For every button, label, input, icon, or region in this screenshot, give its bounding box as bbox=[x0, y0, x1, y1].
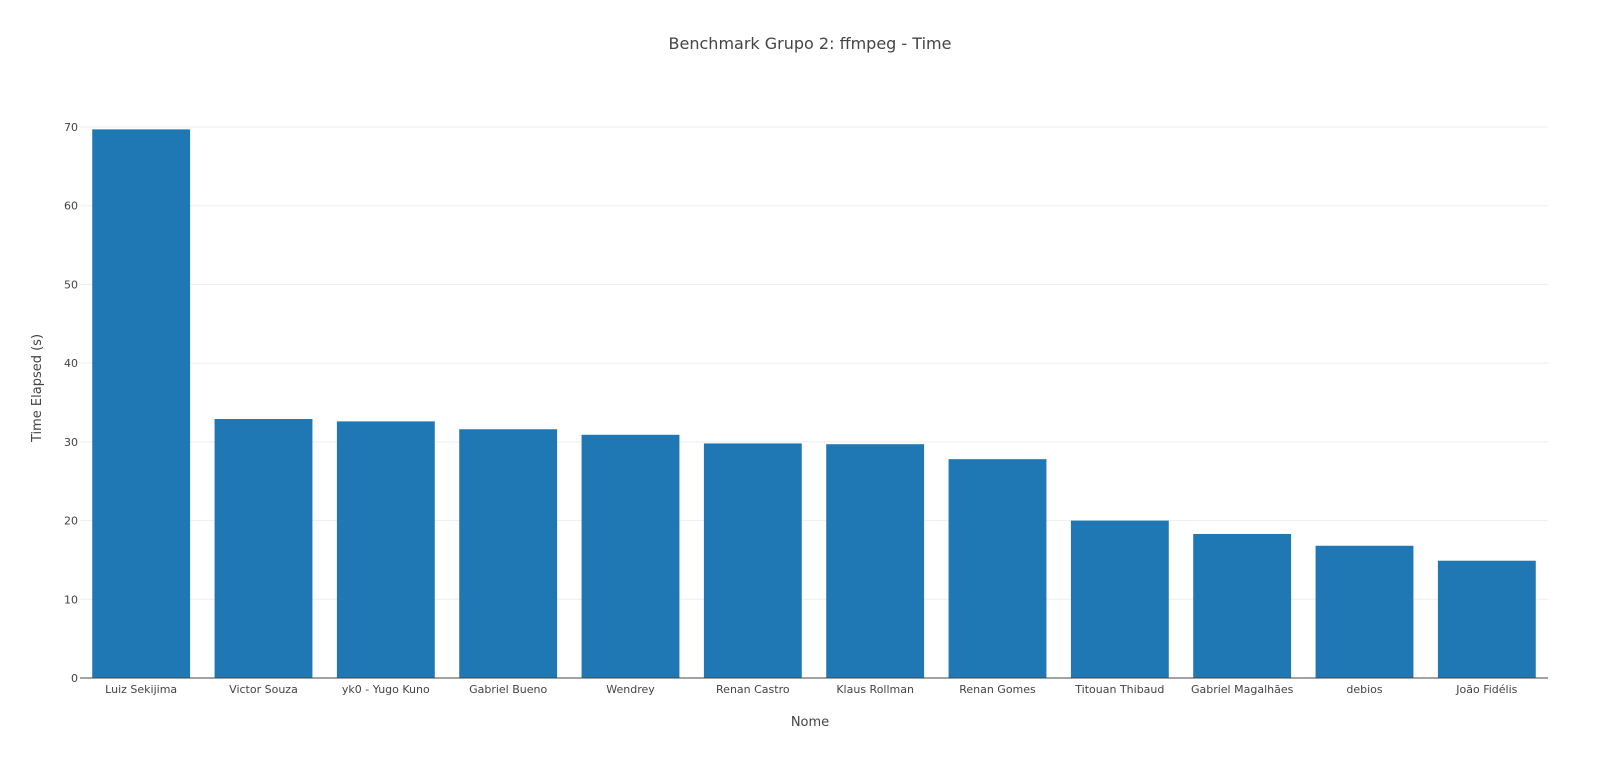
bar bbox=[336, 421, 435, 678]
bar bbox=[92, 129, 191, 678]
bar bbox=[214, 419, 313, 678]
x-tick-label: Wendrey bbox=[606, 683, 655, 696]
x-tick-label: Klaus Rollman bbox=[836, 683, 914, 696]
x-tick-label: Victor Souza bbox=[229, 683, 298, 696]
y-axis-title: Time Elapsed (s) bbox=[30, 334, 45, 443]
y-tick-label: 50 bbox=[64, 278, 78, 291]
x-tick-labels: Luiz Sekijima Victor Souza yk0 - Yugo Kuno… bbox=[105, 683, 1517, 696]
bar bbox=[1315, 545, 1414, 678]
bar bbox=[1437, 560, 1536, 678]
x-tick-label: João Fidélis bbox=[1455, 683, 1517, 696]
x-tick-label: Renan Castro bbox=[716, 683, 790, 696]
x-tick-label: Titouan Thibaud bbox=[1074, 683, 1164, 696]
x-tick-label: yk0 - Yugo Kuno bbox=[342, 683, 430, 696]
bar bbox=[826, 444, 925, 678]
x-tick-label: Gabriel Bueno bbox=[469, 683, 547, 696]
chart-title: Benchmark Grupo 2: ffmpeg - Time bbox=[669, 34, 952, 53]
y-tick-label: 70 bbox=[64, 121, 78, 134]
y-tick-label: 40 bbox=[64, 357, 78, 370]
bar bbox=[459, 429, 558, 678]
x-tick-label: Gabriel Magalhães bbox=[1191, 683, 1294, 696]
x-tick-label: debios bbox=[1346, 683, 1383, 696]
bar bbox=[581, 434, 680, 678]
bar bbox=[948, 459, 1047, 678]
y-tick-label: 10 bbox=[64, 593, 78, 606]
y-tick-label: 30 bbox=[64, 436, 78, 449]
y-tick-label: 20 bbox=[64, 515, 78, 528]
y-tick-labels: 0 10 20 30 40 50 60 70 bbox=[64, 121, 78, 685]
y-tick-label: 60 bbox=[64, 200, 78, 213]
bar bbox=[1193, 533, 1292, 678]
gridlines bbox=[80, 126, 1548, 600]
y-tick-label: 0 bbox=[71, 672, 78, 685]
x-tick-label: Renan Gomes bbox=[959, 683, 1036, 696]
x-tick-label: Luiz Sekijima bbox=[105, 683, 177, 696]
bar bbox=[703, 443, 802, 678]
bar bbox=[1070, 520, 1169, 678]
bars bbox=[92, 129, 1536, 678]
x-axis-title: Nome bbox=[791, 715, 829, 730]
